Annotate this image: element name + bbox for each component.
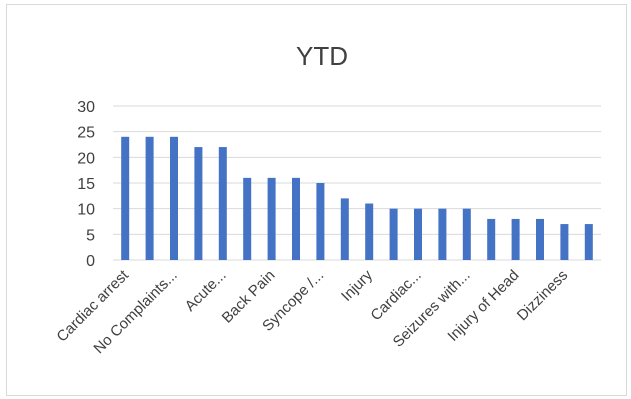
bar — [145, 136, 154, 260]
bar — [340, 198, 349, 260]
bar — [218, 147, 227, 260]
y-tick-label: 25 — [77, 125, 95, 142]
bar — [389, 208, 398, 260]
y-tick-label: 0 — [86, 253, 95, 270]
chart-title: YTD — [296, 41, 348, 71]
x-category-label: Dizziness — [514, 267, 571, 324]
y-tick-label: 5 — [86, 227, 95, 244]
bar — [194, 147, 203, 260]
bar — [267, 177, 276, 260]
bar — [316, 183, 325, 260]
x-category-label: Injury — [338, 266, 376, 304]
bar — [414, 208, 422, 260]
y-tick-label: 30 — [77, 99, 95, 116]
bar — [584, 224, 593, 260]
x-category-label: No Complaints... — [90, 267, 180, 357]
x-category-label: Acute... — [182, 267, 230, 315]
bar — [292, 177, 300, 260]
bar — [170, 136, 178, 260]
chart-frame: YTD 0 5 10 15 20 25 30 Cardiac arrest No Compla… — [6, 4, 627, 396]
gridlines — [113, 105, 601, 261]
y-tick-label: 20 — [77, 150, 95, 167]
bar — [121, 136, 130, 260]
bar — [511, 218, 520, 260]
bar — [487, 218, 496, 260]
bar — [438, 208, 447, 260]
bars — [121, 136, 593, 260]
bar — [243, 177, 252, 260]
bar — [560, 224, 569, 260]
bar — [462, 208, 471, 260]
bar — [536, 218, 544, 260]
y-tick-label: 15 — [77, 176, 95, 193]
bar — [365, 203, 374, 260]
y-axis-ticks: 0 5 10 15 20 25 30 — [77, 99, 95, 270]
y-tick-label: 10 — [77, 202, 95, 219]
